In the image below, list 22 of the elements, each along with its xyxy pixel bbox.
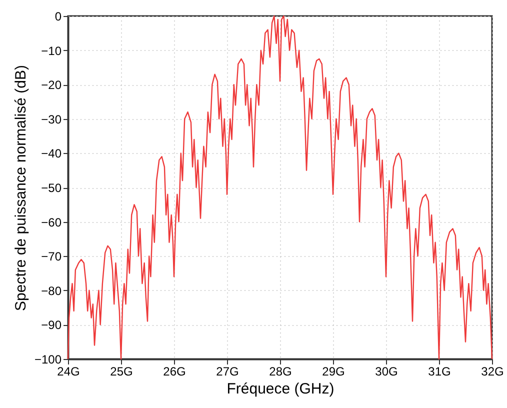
- x-tick-label: 31G: [428, 364, 451, 378]
- y-tick-label: −80: [41, 284, 62, 298]
- y-tick-label: 0: [54, 10, 62, 24]
- y-tick-label: −60: [41, 215, 62, 230]
- x-axis-title: Fréquece (GHz): [226, 380, 334, 398]
- y-tick-label: −30: [41, 112, 62, 126]
- x-tick-label: 30G: [375, 364, 398, 378]
- y-tick-label: −70: [41, 250, 62, 264]
- y-tick-label: −100: [34, 352, 62, 366]
- y-tick-label: −50: [41, 181, 62, 195]
- x-tick-label: 29G: [322, 364, 345, 378]
- y-tick-label: −40: [41, 146, 62, 161]
- x-tick-label: 27G: [216, 364, 239, 378]
- y-axis-title: Spectre de puissance normalisé (dB): [12, 65, 30, 311]
- x-tick-label: 25G: [110, 364, 133, 378]
- y-tick-label: −20: [41, 78, 62, 92]
- x-tick-label: 26G: [163, 364, 186, 378]
- x-tick-label: 28G: [269, 364, 292, 378]
- y-tick-label: −90: [41, 318, 62, 332]
- x-tick-label: 32G: [481, 364, 504, 378]
- x-tick-label: 24G: [57, 364, 80, 378]
- y-tick-label: −10: [41, 44, 62, 58]
